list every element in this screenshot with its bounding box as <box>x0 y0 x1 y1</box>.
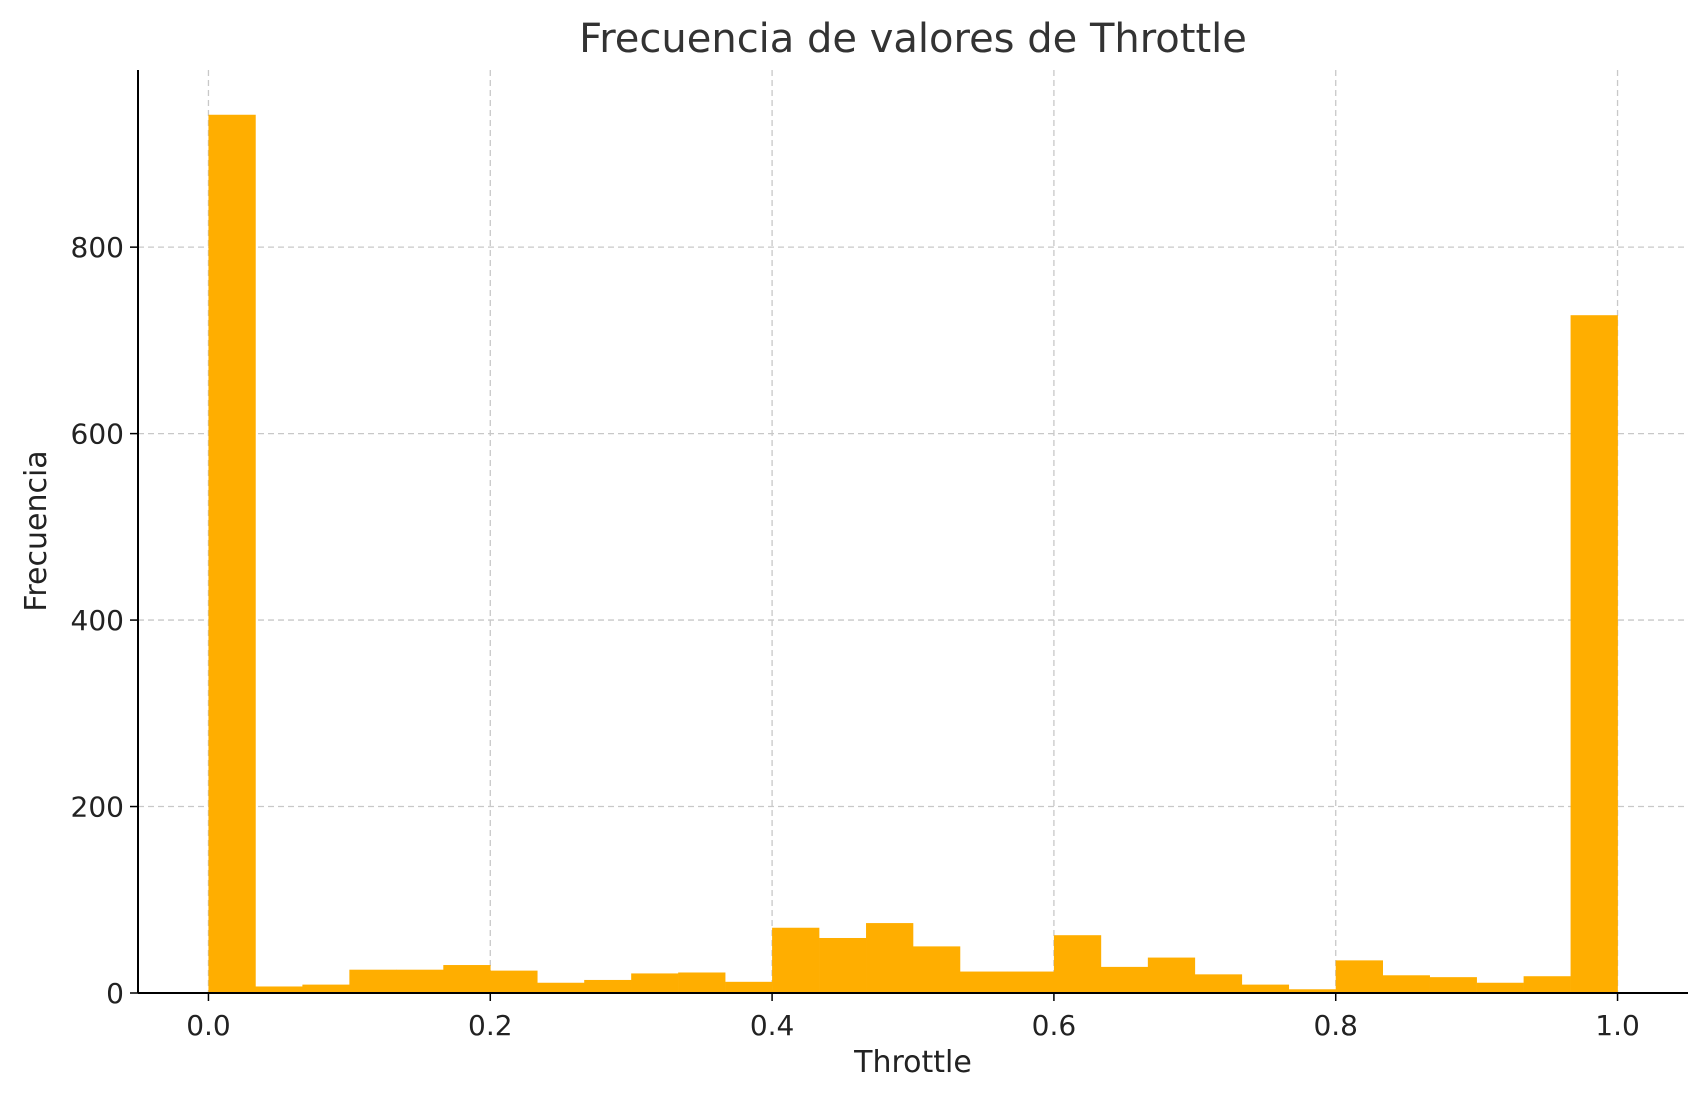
histogram-bar <box>443 965 491 993</box>
x-ticks: 0.0 0.2 0.4 0.6 0.8 1.0 <box>186 993 1640 1042</box>
histogram-bar <box>1429 977 1477 993</box>
y-tick-label: 800 <box>71 231 124 264</box>
y-tick-label: 200 <box>71 791 124 824</box>
histogram-bar <box>913 946 961 993</box>
histogram-bar <box>1100 966 1149 993</box>
histogram-bar <box>1335 960 1383 993</box>
x-tick-label: 0.8 <box>1313 1009 1358 1042</box>
histogram-bar <box>349 969 397 993</box>
histogram-bar <box>1288 989 1337 993</box>
x-tick-label: 1.0 <box>1595 1009 1640 1042</box>
x-axis-label: Throttle <box>853 1045 972 1080</box>
y-ticks: 0 200 400 600 800 <box>71 231 138 1010</box>
histogram-bar <box>631 973 679 993</box>
histogram-bar <box>490 970 538 993</box>
histogram-bars <box>208 114 1618 993</box>
histogram-bar <box>1476 982 1524 993</box>
grid-lines <box>138 70 1688 993</box>
histogram-bar <box>772 927 820 993</box>
histogram-bar <box>584 979 632 993</box>
y-tick-label: 0 <box>106 977 124 1010</box>
histogram-bar <box>678 972 726 993</box>
x-tick-label: 0.0 <box>186 1009 231 1042</box>
histogram-bar <box>1523 976 1571 993</box>
axes <box>137 70 1688 994</box>
y-tick-label: 400 <box>71 604 124 637</box>
histogram-bar <box>396 969 444 993</box>
histogram-bar <box>1570 315 1618 993</box>
histogram-bar <box>1241 984 1290 993</box>
y-tick-label: 600 <box>71 418 124 451</box>
histogram-bar <box>1147 957 1196 993</box>
histogram-bar <box>537 982 585 993</box>
histogram-bar <box>819 937 867 993</box>
histogram-bar <box>866 923 914 993</box>
histogram-bar <box>725 981 773 993</box>
chart-title: Frecuencia de valores de Throttle <box>579 16 1247 62</box>
x-tick-label: 0.6 <box>1032 1009 1077 1042</box>
histogram-bar <box>1053 935 1102 993</box>
y-axis-label: Frecuencia <box>19 450 54 611</box>
histogram-bar <box>1382 975 1430 993</box>
histogram-bar <box>1006 971 1055 993</box>
histogram-bar <box>208 114 256 993</box>
x-tick-label: 0.2 <box>468 1009 513 1042</box>
histogram-bar <box>959 971 1008 993</box>
x-tick-label: 0.4 <box>750 1009 795 1042</box>
histogram-bar <box>1194 974 1243 993</box>
histogram-bar <box>302 984 350 993</box>
histogram-bar <box>255 986 303 993</box>
